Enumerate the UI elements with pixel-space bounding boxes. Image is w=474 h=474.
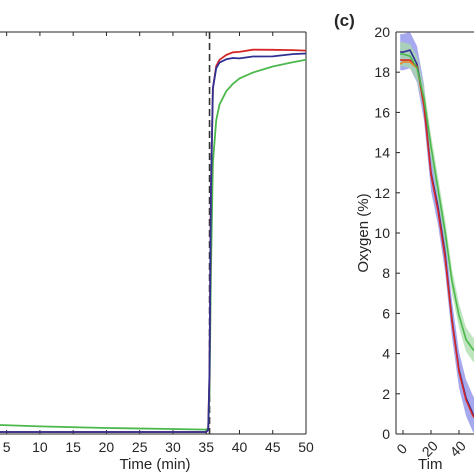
x-tick-label: 0 bbox=[393, 440, 410, 457]
y-tick-label: 6 bbox=[382, 305, 390, 321]
series-line bbox=[400, 59, 474, 419]
y-tick-label: 4 bbox=[382, 346, 390, 362]
y-tick-label: 10 bbox=[374, 225, 390, 241]
series-line bbox=[399, 61, 418, 69]
y-tick-label: 18 bbox=[374, 64, 390, 80]
series-line bbox=[400, 53, 474, 352]
time-series-panel: 5 10 15 20 25 30 35 40 45 50 Time (min) bbox=[0, 31, 314, 473]
x-tick-label: 50 bbox=[298, 439, 314, 455]
x-tick-label: 35 bbox=[198, 439, 214, 455]
panel-label: (c) bbox=[334, 11, 355, 30]
x-tick-label: 40 bbox=[447, 437, 469, 459]
y-tick-label: 14 bbox=[374, 145, 390, 161]
series-line bbox=[0, 58, 307, 431]
x-tick-label: 20 bbox=[99, 439, 115, 455]
y-tick-label: 8 bbox=[382, 265, 390, 281]
x-tick-label: 25 bbox=[132, 439, 148, 455]
y-axis-label: Oxygen (%) bbox=[355, 193, 372, 272]
x-tick-label: 5 bbox=[3, 439, 11, 455]
y-tick-label: 0 bbox=[382, 426, 390, 442]
series-line bbox=[400, 49, 474, 417]
x-tick-label: 10 bbox=[32, 439, 48, 455]
x-tick-label: 15 bbox=[65, 439, 81, 455]
x-tick-label: 40 bbox=[232, 439, 248, 455]
series-line bbox=[0, 52, 307, 433]
confidence-band bbox=[400, 32, 474, 434]
x-tick-label: 30 bbox=[165, 439, 181, 455]
confidence-band bbox=[400, 42, 474, 363]
y-tick-label: 2 bbox=[382, 386, 390, 402]
y-tick-label: 16 bbox=[374, 104, 390, 120]
y-tick-label: 20 bbox=[374, 24, 390, 40]
x-tick-label: 45 bbox=[265, 439, 281, 455]
y-tick-label: 12 bbox=[374, 185, 390, 201]
series-line bbox=[0, 48, 307, 433]
plot-area bbox=[399, 32, 474, 434]
x-axis-label: Tim bbox=[418, 456, 442, 473]
x-axis-label: Time (min) bbox=[119, 456, 190, 473]
